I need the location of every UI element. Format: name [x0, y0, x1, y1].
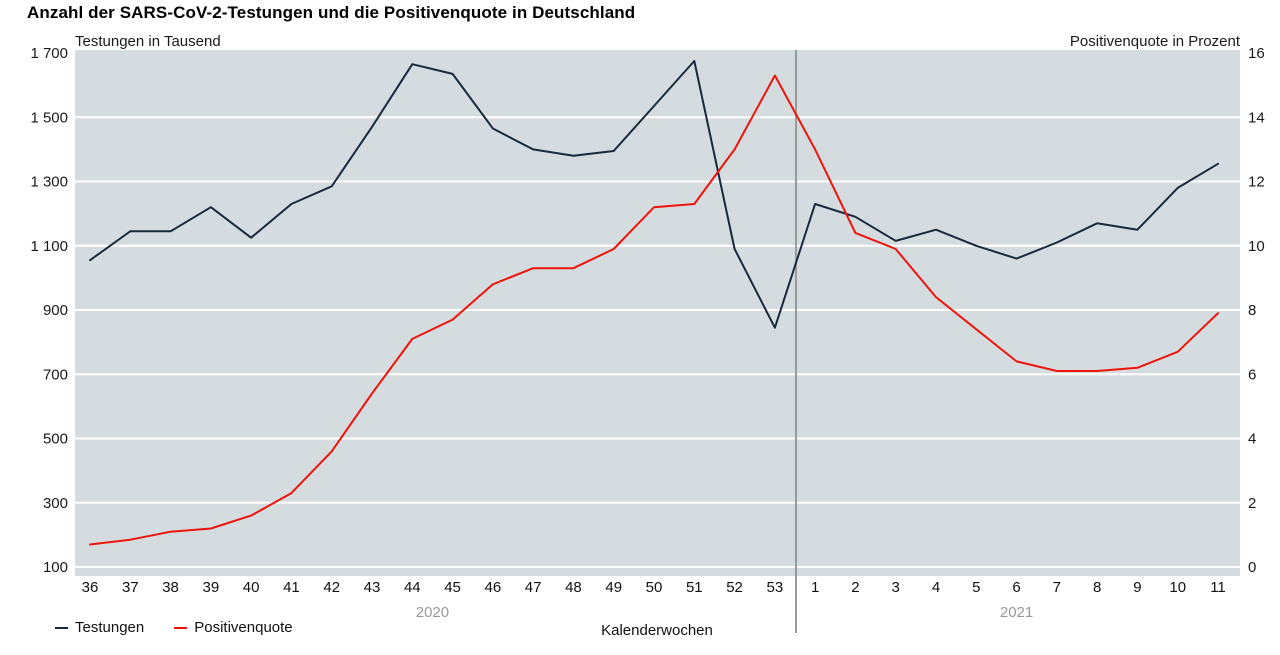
right-axis-tick-label: 2	[1248, 495, 1256, 512]
x-tick-label: 4	[932, 579, 940, 596]
right-axis-tick-label: 14	[1248, 109, 1265, 126]
x-tick-label: 40	[243, 579, 260, 596]
right-axis-tick-label: 10	[1248, 238, 1265, 255]
legend-item-positivenquote: Positivenquote	[174, 619, 293, 636]
legend-label-positivenquote: Positivenquote	[194, 619, 293, 636]
x-tick-label: 45	[444, 579, 461, 596]
chart-title: Anzahl der SARS-CoV-2-Testungen und die …	[27, 3, 636, 22]
x-tick-label: 6	[1012, 579, 1020, 596]
x-tick-label: 36	[82, 579, 99, 596]
x-tick-label: 52	[726, 579, 743, 596]
x-tick-label: 11	[1210, 579, 1226, 596]
year-label: 2021	[1000, 604, 1033, 621]
x-axis-title: Kalenderwochen	[601, 622, 713, 639]
x-tick-label: 38	[162, 579, 179, 596]
left-axis-tick-label: 900	[43, 302, 68, 319]
right-axis-tick-label: 0	[1248, 559, 1256, 576]
year-label: 2020	[416, 604, 449, 621]
x-tick-label: 8	[1093, 579, 1101, 596]
x-tick-label: 49	[605, 579, 622, 596]
x-tick-label: 37	[122, 579, 139, 596]
x-tick-label: 9	[1133, 579, 1141, 596]
plot-background	[75, 50, 1240, 576]
left-axis-tick-label: 700	[43, 366, 68, 383]
x-tick-label: 41	[283, 579, 300, 596]
x-tick-label: 7	[1053, 579, 1061, 596]
chart-legend: Testungen Positivenquote	[55, 619, 293, 636]
right-axis-tick-label: 8	[1248, 302, 1256, 319]
left-axis-tick-label: 100	[43, 559, 68, 576]
x-tick-label: 44	[404, 579, 421, 596]
left-axis-tick-label: 500	[43, 431, 68, 448]
x-tick-label: 53	[767, 579, 784, 596]
x-tick-label: 43	[364, 579, 381, 596]
positivenquote-line-swatch	[174, 626, 188, 629]
x-tick-label: 2	[851, 579, 859, 596]
x-tick-label: 42	[323, 579, 340, 596]
right-axis-tick-label: 16	[1248, 45, 1265, 62]
x-tick-label: 47	[525, 579, 542, 596]
right-axis-tick-label: 4	[1248, 431, 1256, 448]
x-tick-label: 10	[1169, 579, 1186, 596]
x-tick-label: 46	[485, 579, 502, 596]
x-tick-label: 1	[811, 579, 819, 596]
right-axis-tick-label: 12	[1248, 174, 1265, 191]
x-tick-label: 51	[686, 579, 703, 596]
left-axis-title: Testungen in Tausend	[75, 33, 221, 50]
legend-label-testungen: Testungen	[75, 619, 145, 636]
x-tick-label: 50	[646, 579, 663, 596]
testungen-line-swatch	[55, 626, 68, 629]
right-axis-tick-label: 6	[1248, 366, 1256, 383]
positivenquote-line	[89, 74, 1219, 546]
legend-item-testungen: Testungen	[55, 619, 144, 636]
left-axis-tick-label: 1 500	[30, 109, 68, 126]
left-axis-tick-label: 1 300	[30, 174, 68, 191]
x-tick-label: 3	[892, 579, 900, 596]
testungen-line	[89, 60, 1219, 329]
left-axis-tick-label: 300	[43, 495, 68, 512]
x-tick-label: 5	[972, 579, 980, 596]
left-axis-tick-label: 1 100	[30, 238, 68, 255]
x-tick-label: 39	[203, 579, 220, 596]
left-axis-tick-label: 1 700	[30, 45, 68, 62]
right-axis-title: Positivenquote in Prozent	[1069, 33, 1240, 50]
x-tick-label: 48	[565, 579, 582, 596]
